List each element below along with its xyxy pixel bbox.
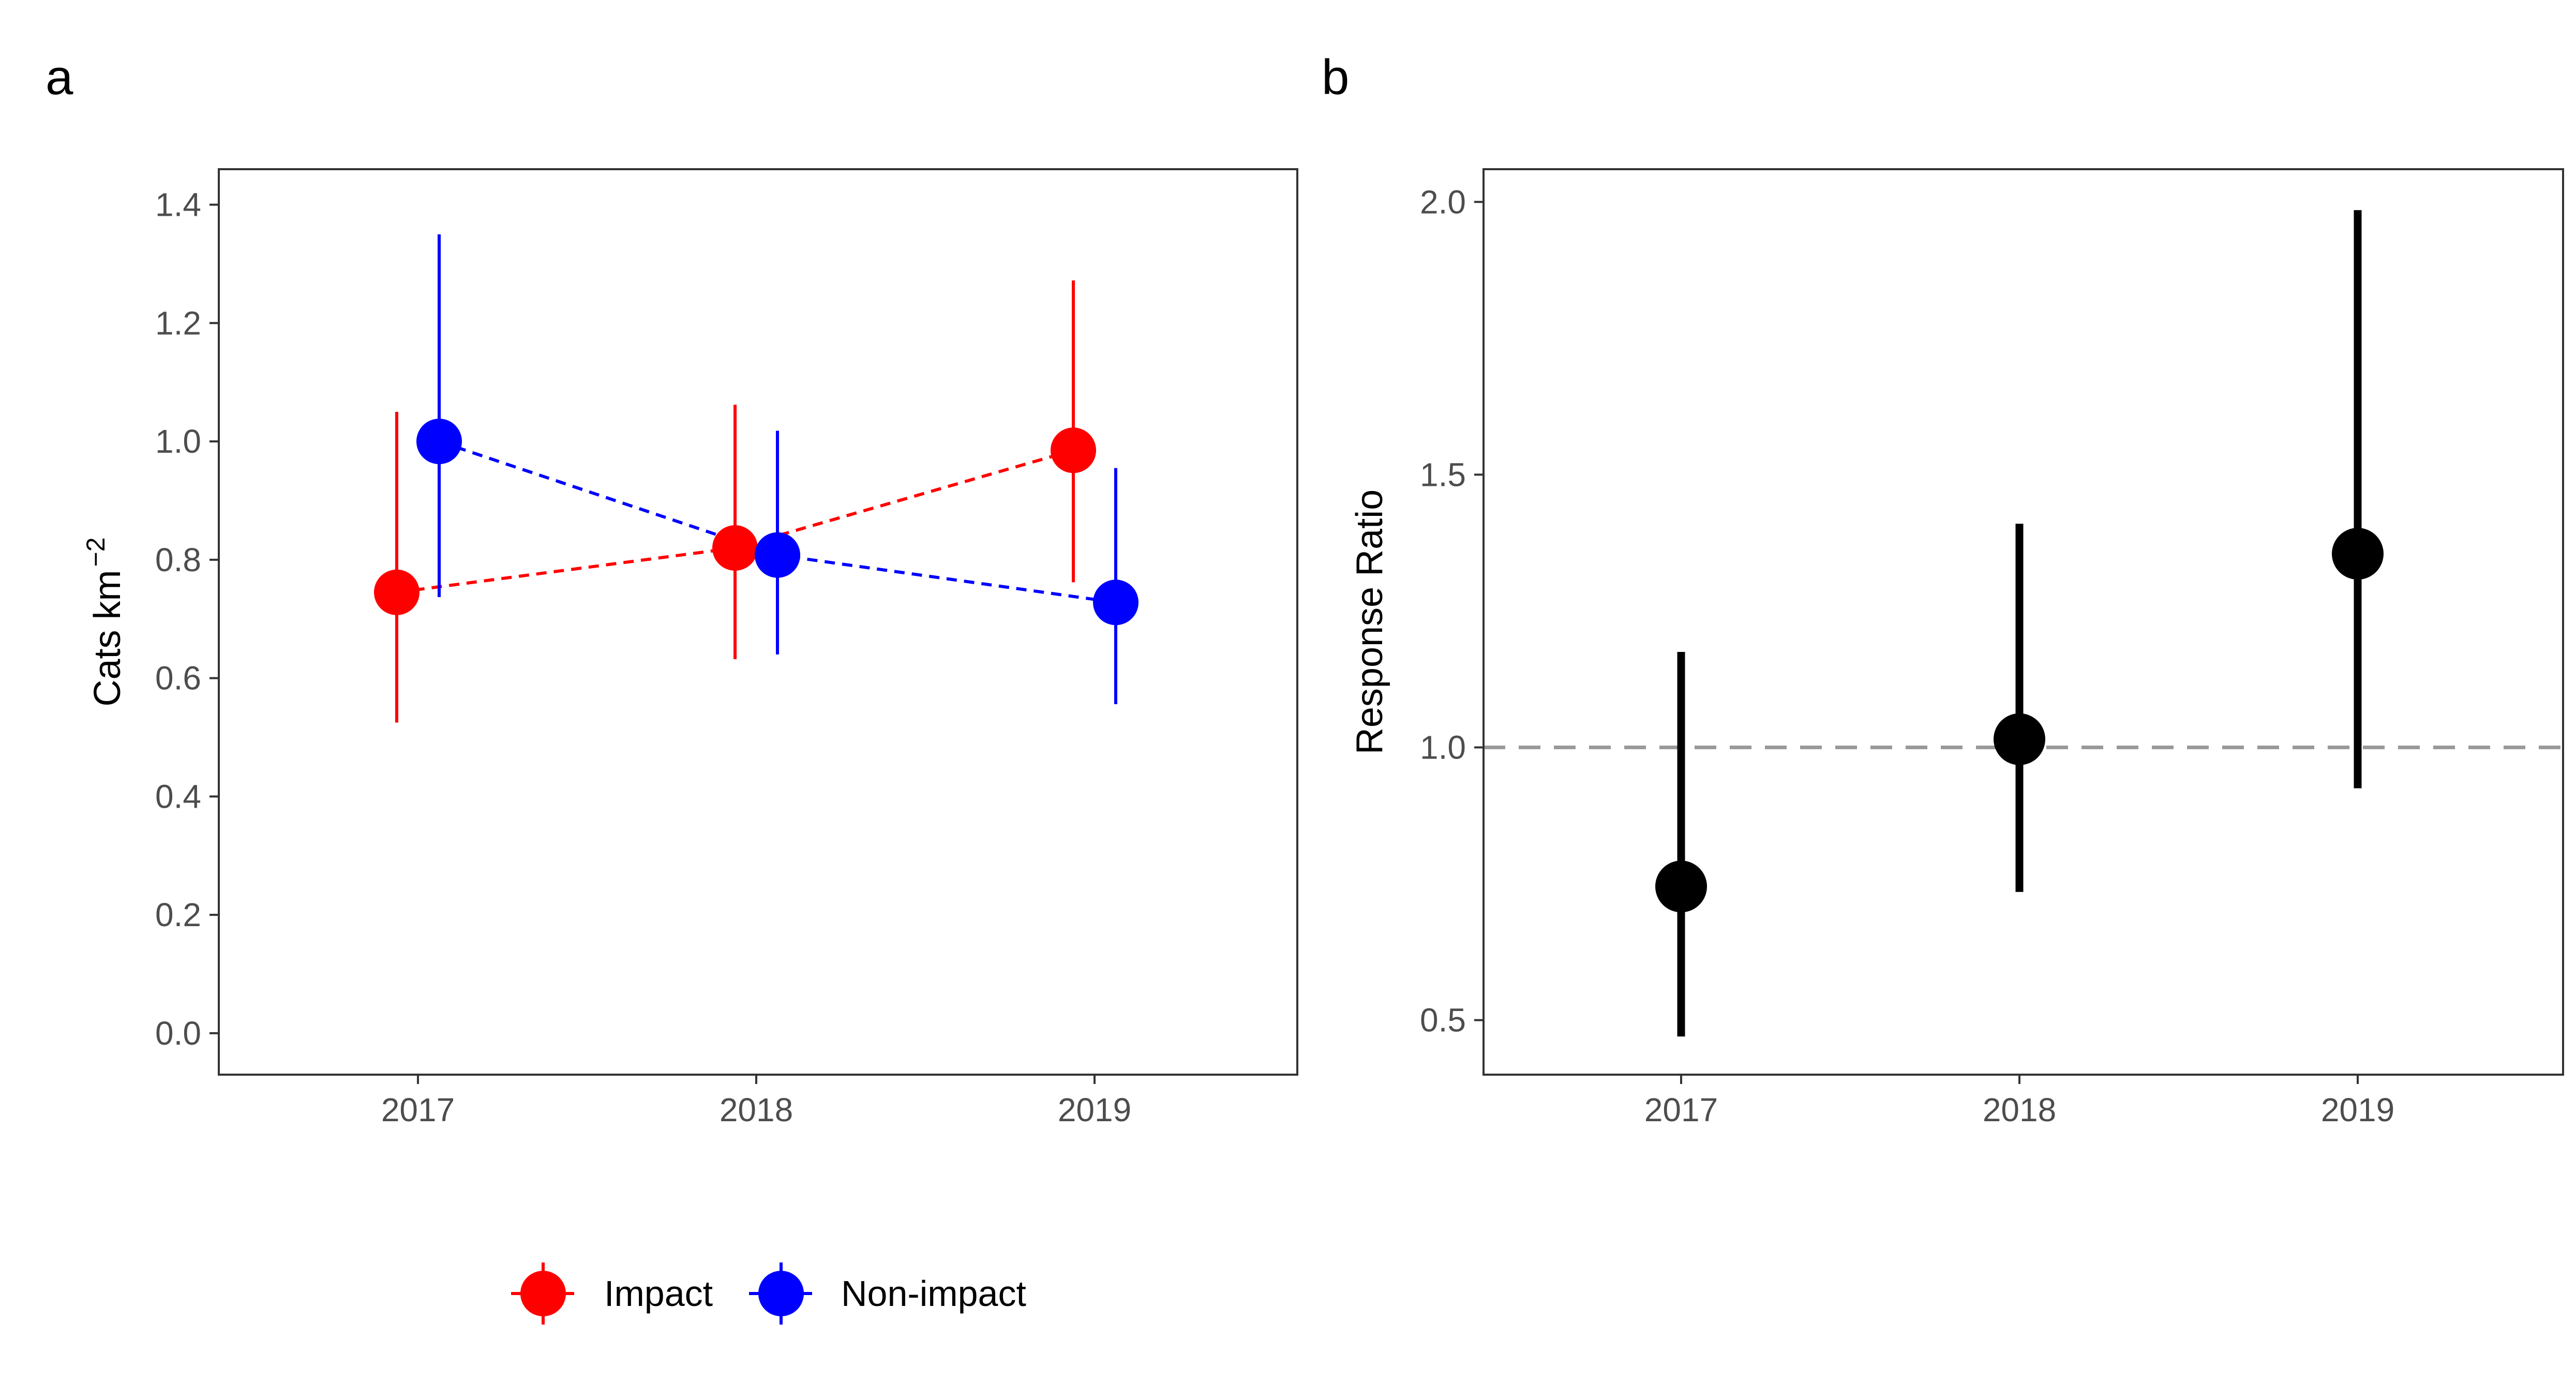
panel-b-marks xyxy=(1655,210,2384,1037)
panel-a-x-tick-label: 2018 xyxy=(720,1091,793,1128)
panel-b-y-axis-title: Response Ratio xyxy=(1349,489,1390,754)
panel-a-y-tick-label: 0.2 xyxy=(155,896,201,933)
point-response-ratio xyxy=(2332,528,2384,580)
panel-a-x-tick-label: 2017 xyxy=(381,1091,455,1128)
legend-label-non-impact: Non-impact xyxy=(841,1273,1026,1314)
panel-a-y-tick-label: 1.2 xyxy=(155,304,201,341)
panel-a-marks xyxy=(374,234,1139,723)
panel-b-plot-border xyxy=(1482,168,2564,1076)
point-non-impact xyxy=(1093,579,1139,626)
point-response-ratio xyxy=(1994,713,2045,765)
point-impact xyxy=(374,569,420,615)
panel-a-y-tick-label: 1.4 xyxy=(155,186,201,224)
panel-a-y-tick-label: 0.6 xyxy=(155,660,201,697)
legend-label-impact: Impact xyxy=(604,1273,713,1314)
panel-a: a 0.00.20.40.60.81.01.21.4 2017 2018 2019 … xyxy=(46,50,1298,1128)
point-non-impact xyxy=(755,532,800,578)
panel-b-x-axis: 2017 2018 2019 xyxy=(1644,1075,2394,1128)
panel-a-y-axis-title: Cats km−2 xyxy=(81,537,128,706)
panel-b: b 0.5 1.0 1.5 2.0 2017 2018 2019 Response Rat… xyxy=(1322,50,2564,1128)
panel-a-y-axis: 0.0 0.2 0.4 0.6 0.8 1.0 1.2 1.4 xyxy=(155,186,219,1052)
panel-b-x-tick-label: 2017 xyxy=(1644,1091,1718,1128)
legend-item-non-impact: Non-impact xyxy=(749,1262,1026,1325)
panel-b-y-axis: 0.5 1.0 1.5 2.0 xyxy=(1420,183,1484,1039)
point-impact xyxy=(1051,427,1096,473)
legend-key-impact-point xyxy=(520,1271,566,1316)
panel-a-label: a xyxy=(46,50,73,105)
point-non-impact xyxy=(416,419,462,465)
legend-item-impact: Impact xyxy=(511,1262,713,1325)
panel-a-y-tick-label: 0.4 xyxy=(155,778,201,815)
panel-a-x-tick-label: 2019 xyxy=(1058,1091,1131,1128)
panel-a-y-axis-title-main: Cats km xyxy=(87,570,128,706)
panel-b-y-tick-label: 0.5 xyxy=(1420,1002,1466,1039)
panel-b-y-tick-label: 1.0 xyxy=(1420,729,1466,766)
legend-key-non-impact-point xyxy=(758,1271,804,1316)
panel-b-y-tick-label: 2.0 xyxy=(1420,183,1466,220)
point-impact xyxy=(712,525,758,571)
point-response-ratio xyxy=(1655,860,1707,913)
panel-b-x-tick-label: 2019 xyxy=(2321,1091,2394,1128)
panel-a-plot-border xyxy=(218,168,1298,1076)
panel-a-y-axis-title-superscript: −2 xyxy=(81,537,110,567)
panel-a-y-tick-label: 0.8 xyxy=(155,541,201,578)
panel-a-y-tick-label: 1.0 xyxy=(155,423,201,460)
panel-b-y-tick-label: 1.5 xyxy=(1420,456,1466,493)
panel-a-y-tick-label: 0.0 xyxy=(155,1015,201,1052)
legend: Impact Non-impact xyxy=(511,1262,1026,1325)
panel-a-x-axis: 2017 2018 2019 xyxy=(381,1075,1131,1128)
panel-b-label: b xyxy=(1322,50,1349,105)
panel-b-x-tick-label: 2018 xyxy=(1983,1091,2056,1128)
